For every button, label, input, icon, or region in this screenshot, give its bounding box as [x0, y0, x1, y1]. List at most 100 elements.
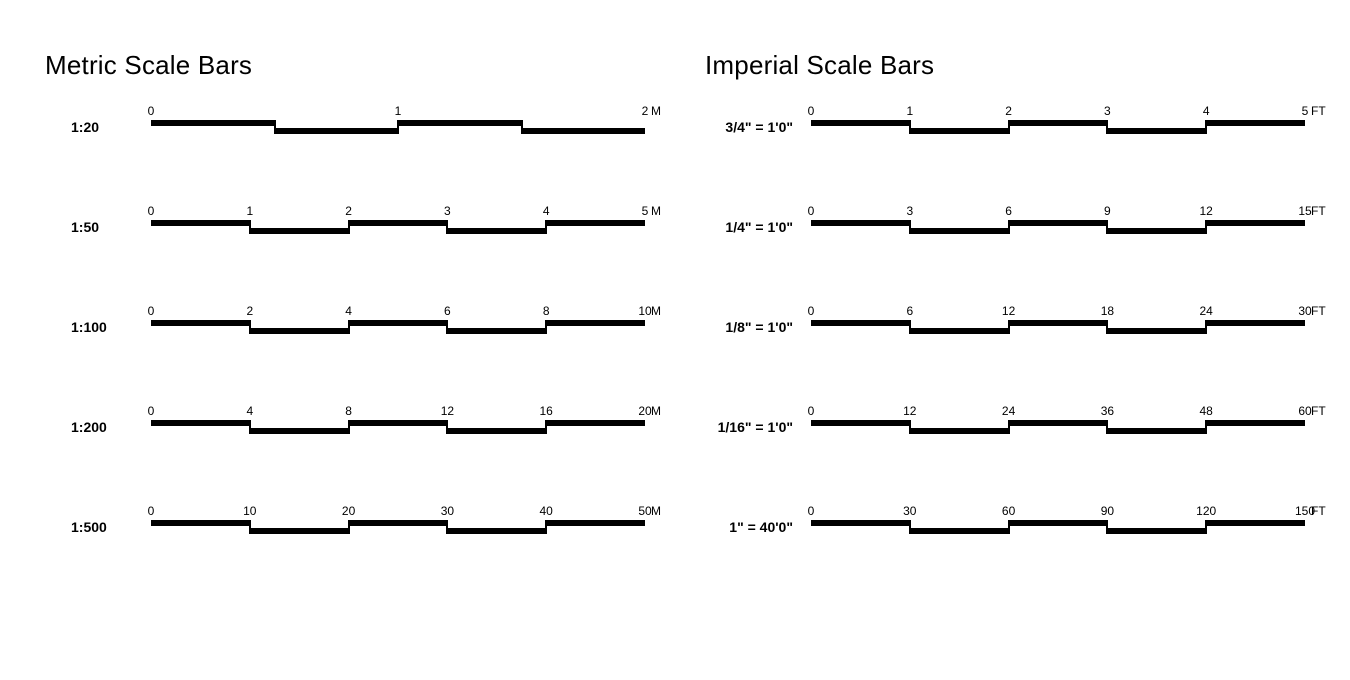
scalebar-unit-label: M	[651, 404, 661, 418]
scalebar-unit-label: FT	[1311, 304, 1326, 318]
scalebar-tick	[249, 220, 251, 234]
scalebar-tick-label: 16	[540, 404, 553, 418]
scalebar-tick-label: 120	[1196, 504, 1216, 518]
scalebar-tick-label: 4	[1203, 104, 1210, 118]
scalebar-tick	[1106, 120, 1108, 134]
scalebar-segment	[1206, 520, 1305, 526]
scalebar-tick-label: 2	[246, 304, 253, 318]
scalebar-segment	[151, 120, 275, 126]
scalebar-tick-label: 20	[342, 504, 355, 518]
scalebar-tick	[521, 120, 523, 134]
scalebar-tick	[1008, 220, 1010, 234]
scalebar-segment	[1206, 420, 1305, 426]
scalebar-row: 1/16" = 1'0"01224364860FT	[705, 419, 1305, 435]
scalebar-tick-label: 0	[148, 404, 155, 418]
scalebar-segment	[250, 428, 349, 434]
scalebar-tick	[1205, 520, 1207, 534]
scalebar-segment	[1206, 120, 1305, 126]
scale-bars-page: Metric Scale Bars 1:20012M1:50012345M1:1…	[0, 0, 1350, 680]
scalebar-tick-label: 3	[444, 204, 451, 218]
scalebar-segment	[910, 428, 1009, 434]
scalebar-tick-label: 60	[1298, 404, 1311, 418]
scalebar-bar: 012345M	[151, 220, 645, 234]
scalebar-tick-label: 24	[1200, 304, 1213, 318]
scalebar-bar: 012M	[151, 120, 645, 134]
scalebar-tick-label: 9	[1104, 204, 1111, 218]
scalebar-tick	[909, 120, 911, 134]
scalebar-row: 1:20012M	[45, 119, 645, 135]
scalebar-segment	[546, 220, 645, 226]
scalebar-tick-label: 12	[441, 404, 454, 418]
scalebar-segment	[275, 128, 399, 134]
metric-bars-container: 1:20012M1:50012345M1:1000246810M1:200048…	[45, 119, 645, 535]
scalebar-unit-label: M	[651, 504, 661, 518]
scalebar-segment	[546, 520, 645, 526]
scalebar-tick	[909, 220, 911, 234]
scalebar-tick-label: 12	[1200, 204, 1213, 218]
scalebar-tick	[909, 420, 911, 434]
scalebar-tick-label: 3	[906, 204, 913, 218]
scalebar-label: 1" = 40'0"	[705, 519, 811, 535]
scalebar-track: 0306090120150FT	[811, 520, 1305, 534]
scalebar-segment	[151, 520, 250, 526]
scalebar-tick-label: 0	[808, 304, 815, 318]
scalebar-segment	[349, 420, 448, 426]
scalebar-segment	[811, 120, 910, 126]
scalebar-segment	[811, 420, 910, 426]
scalebar-segment	[546, 320, 645, 326]
scalebar-track: 0612182430FT	[811, 320, 1305, 334]
scalebar-segment	[447, 328, 546, 334]
scalebar-tick	[446, 220, 448, 234]
scalebar-tick-label: 90	[1101, 504, 1114, 518]
scalebar-tick	[446, 520, 448, 534]
scalebar-segment	[349, 220, 448, 226]
scalebar-tick-label: 60	[1002, 504, 1015, 518]
scalebar-segment	[151, 220, 250, 226]
scalebar-segment	[1107, 228, 1206, 234]
scalebar-segment	[349, 520, 448, 526]
scalebar-tick-label: 5	[642, 204, 649, 218]
scalebar-tick	[545, 520, 547, 534]
scalebar-segment	[811, 220, 910, 226]
scalebar-tick	[249, 320, 251, 334]
scalebar-segment	[811, 520, 910, 526]
scalebar-tick	[348, 220, 350, 234]
scalebar-tick-label: 48	[1200, 404, 1213, 418]
scalebar-unit-label: FT	[1311, 504, 1326, 518]
scalebar-tick	[348, 320, 350, 334]
scalebar-label: 1/4" = 1'0"	[705, 219, 811, 235]
scalebar-row: 1" = 40'0"0306090120150FT	[705, 519, 1305, 535]
scalebar-tick-label: 2	[642, 104, 649, 118]
scalebar-label: 1:100	[45, 319, 151, 335]
scalebar-tick	[397, 120, 399, 134]
scalebar-segment	[250, 528, 349, 534]
scalebar-tick-label: 10	[638, 304, 651, 318]
scalebar-row: 3/4" = 1'0"012345FT	[705, 119, 1305, 135]
scalebar-bar: 012345FT	[811, 120, 1305, 134]
scalebar-tick-label: 40	[540, 504, 553, 518]
scalebar-segment	[546, 420, 645, 426]
scalebar-bar: 0306090120150FT	[811, 520, 1305, 534]
scalebar-bar: 0612182430FT	[811, 320, 1305, 334]
scalebar-tick-label: 6	[906, 304, 913, 318]
scalebar-tick	[446, 320, 448, 334]
scalebar-tick-label: 24	[1002, 404, 1015, 418]
scalebar-tick-label: 20	[638, 404, 651, 418]
scalebar-segment	[1009, 220, 1108, 226]
scalebar-track: 012345M	[151, 220, 645, 234]
scalebar-row: 1:50012345M	[45, 219, 645, 235]
scalebar-segment	[1107, 328, 1206, 334]
scalebar-tick-label: 3	[1104, 104, 1111, 118]
scalebar-label: 1:50	[45, 219, 151, 235]
scalebar-tick	[249, 520, 251, 534]
scalebar-tick	[1008, 420, 1010, 434]
scalebar-segment	[151, 420, 250, 426]
metric-column: Metric Scale Bars 1:20012M1:50012345M1:1…	[45, 50, 645, 650]
scalebar-label: 1:20	[45, 119, 151, 135]
imperial-column: Imperial Scale Bars 3/4" = 1'0"012345FT1…	[705, 50, 1305, 650]
scalebar-track: 048121620M	[151, 420, 645, 434]
scalebar-tick-label: 1	[906, 104, 913, 118]
scalebar-segment	[250, 328, 349, 334]
scalebar-segment	[910, 228, 1009, 234]
scalebar-track: 01224364860FT	[811, 420, 1305, 434]
